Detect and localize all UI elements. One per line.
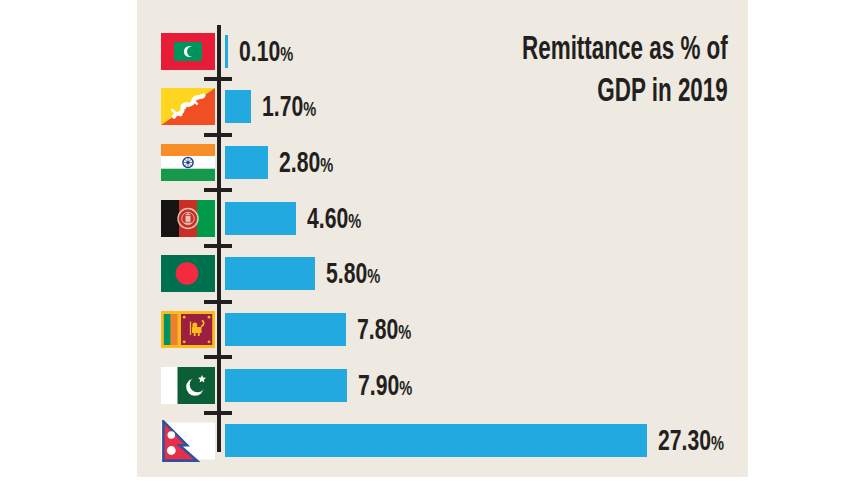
bar-srilanka [225,313,346,346]
axis-tick [204,77,232,81]
bar-bangladesh [225,257,315,290]
bar-pakistan [225,369,347,402]
axis-tick [204,355,232,359]
value-label-india: 2.80% [279,145,353,179]
axis-tick [204,133,232,137]
chart-title-line2: GDP in 2019 [416,68,728,110]
chart-title: Remittance as % of GDP in 2019 [416,26,728,110]
bar-bhutan [225,90,251,123]
value-label-bhutan: 1.70% [262,90,336,124]
axis-tick [204,244,232,248]
bar-nepal [225,424,647,457]
axis-tick [204,411,232,415]
chart-panel: Remittance as % of GDP in 2019 0.10% 1.7… [137,0,748,477]
axis-tick [204,188,232,192]
value-label-nepal: 27.30% [658,424,748,458]
axis-tick [204,300,232,304]
bar-india [225,146,268,179]
flag-bangladesh-icon [161,255,215,292]
value-label-srilanka: 7.80% [357,313,431,347]
value-label-afghanistan: 4.60% [307,201,381,235]
flag-maldives-icon [161,33,215,70]
chart-title-line1: Remittance as % of [416,26,728,68]
flag-srilanka-icon [161,311,215,348]
y-axis-line [217,25,221,452]
flag-pakistan-icon [161,367,215,404]
bar-afghanistan [225,202,296,235]
value-label-maldives: 0.10% [239,34,313,68]
bar-maldives [225,35,228,68]
flag-afghanistan-icon [161,200,215,237]
value-label-pakistan: 7.90% [358,368,432,402]
value-label-bangladesh: 5.80% [326,257,400,291]
flag-nepal-icon [161,420,215,462]
flag-bhutan-icon [161,88,215,125]
flag-india-icon [161,144,215,181]
infographic-page: Remittance as % of GDP in 2019 0.10% 1.7… [0,0,860,484]
